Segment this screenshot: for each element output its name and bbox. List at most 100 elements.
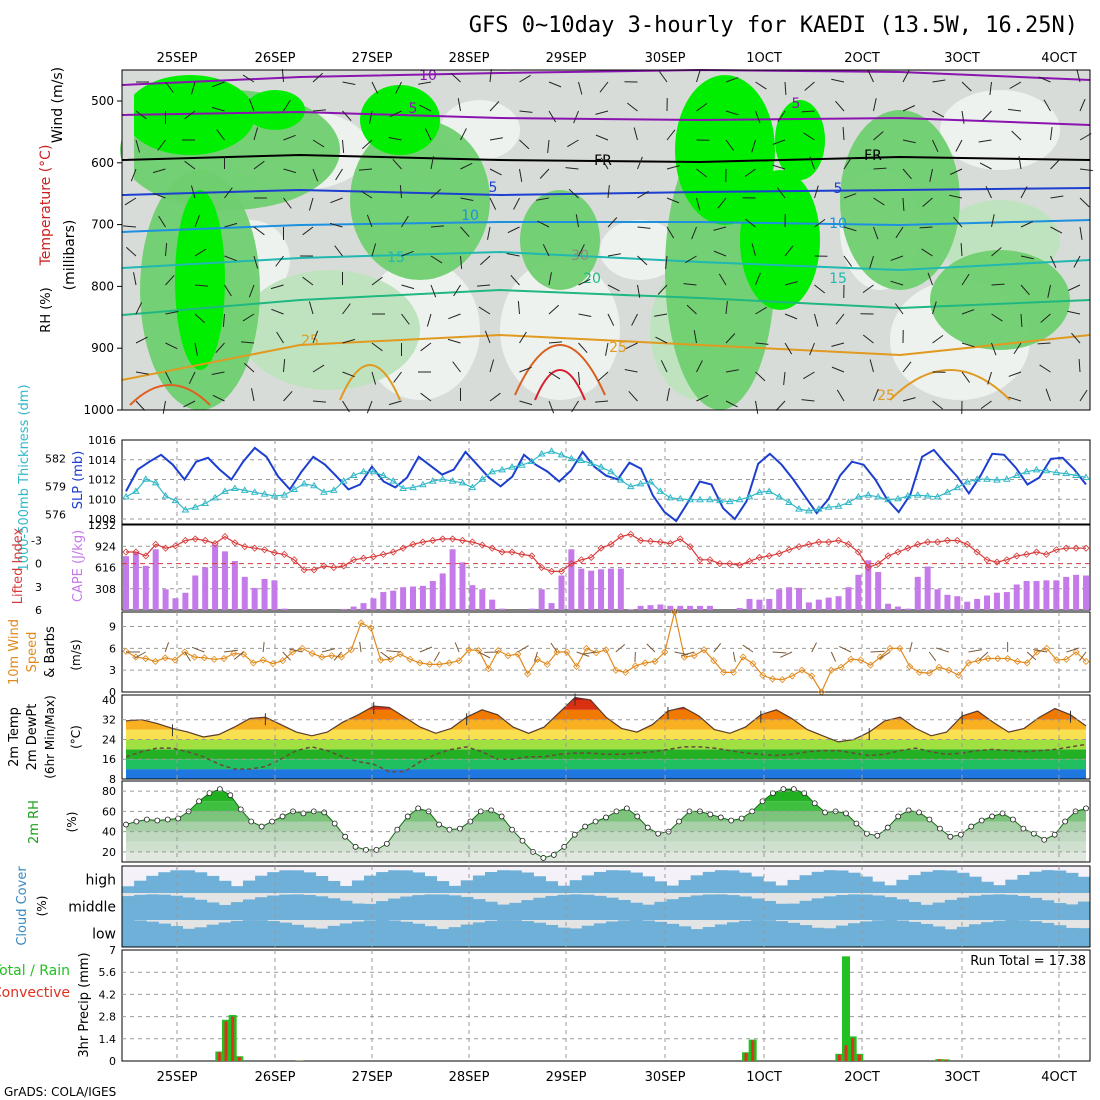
- contour-label-11: 20: [583, 271, 601, 287]
- wind-barb-384: [755, 400, 759, 414]
- cloud-bar-0-19: [351, 880, 365, 893]
- thickness-point-69: [805, 506, 813, 514]
- cape-bar-9: [212, 544, 219, 610]
- contour-label-6: 5: [834, 181, 843, 197]
- wind-speed-point-22: [337, 653, 346, 661]
- rh-high-region-4: [675, 75, 775, 225]
- thickness-point-12: [240, 486, 249, 493]
- thickness-point-77: [884, 495, 892, 503]
- lifted-index-point-6: [181, 536, 189, 545]
- ylabel-temperature: Temperature (°C): [38, 145, 54, 267]
- cape-bar-43: [548, 603, 555, 610]
- wind-barb-88: [772, 139, 786, 145]
- cloud-bar-1-40: [606, 897, 619, 920]
- wind-barb-165: [123, 225, 137, 228]
- lifted-index-point-32: [439, 535, 447, 543]
- thickness-point-94: [1052, 468, 1061, 476]
- wind-speed-point-56: [671, 608, 679, 616]
- wind-barb-382: [696, 394, 709, 402]
- lifted-index-point-73: [844, 540, 853, 548]
- ylabel-wind10-b: Speed: [25, 632, 40, 673]
- wind-barb-320: [809, 342, 815, 356]
- cloud-bar-2-1: [134, 920, 147, 947]
- wind-10m-barb-54: [646, 643, 656, 653]
- rh-2m-point-57: [717, 814, 724, 821]
- rh-2m-point-66: [811, 800, 818, 807]
- wind-barb-312: [578, 342, 588, 353]
- precip-tick-0: 7: [109, 944, 116, 957]
- wind-10m-barb-12: [233, 651, 244, 660]
- cloud-bar-2-13: [279, 922, 292, 947]
- lifted-index-point-9: [211, 539, 219, 548]
- wind-barb-183: [666, 226, 675, 239]
- cloud-bar-1-6: [194, 899, 208, 920]
- cloud-bar-2-14: [291, 924, 304, 947]
- temp-contour-minus5: [121, 110, 1091, 126]
- cape-bar-0: [123, 556, 129, 610]
- cloud-bar-0-42: [630, 872, 643, 893]
- temp-band-0: [126, 769, 1086, 779]
- lifted-index-point-88: [993, 558, 1001, 566]
- cape-bar-26: [380, 592, 387, 610]
- lifted-index-point-84: [953, 536, 961, 545]
- cloud-bar-1-5: [182, 897, 196, 920]
- cloud-bar-0-67: [932, 870, 946, 893]
- x-top-label-6: 1OCT: [746, 51, 782, 66]
- cape-bar-4: [162, 589, 169, 610]
- wind-barb-388: [873, 388, 879, 402]
- wind-10m-barb-42: [534, 651, 538, 662]
- precip-total-bar-108: [842, 956, 850, 1061]
- thickness-tick-0: 582: [45, 453, 66, 466]
- y-axis-labels: Wind (m/s) Temperature (°C) RH (%) (milliba…: [0, 67, 92, 1058]
- wind-barb-216: [665, 255, 668, 269]
- wind-speed-point-2: [142, 654, 150, 663]
- wind-speed-point-37: [484, 665, 493, 673]
- cape-bar-8: [202, 567, 209, 610]
- wind-speed-point-98: [1082, 657, 1090, 666]
- rh-2m-point-12: [248, 818, 255, 825]
- wind-barb-385: [775, 400, 786, 411]
- wind-10m-barb-88: [979, 651, 989, 661]
- ylabel-cloud: Cloud Cover: [15, 866, 30, 946]
- wind-barb-334: [244, 362, 255, 373]
- cloud-bar-1-33: [521, 900, 534, 920]
- wind-barb-392: [980, 400, 992, 410]
- ylabel-wind10-c: & Barbs: [43, 626, 58, 678]
- rh-2m-point-82: [978, 817, 985, 824]
- wind-barb-71: [283, 134, 296, 141]
- thickness-point-13: [250, 488, 259, 495]
- cloud-bar-0-43: [642, 876, 655, 893]
- lifted-index-point-82: [933, 538, 942, 546]
- wind-barb-106: [335, 168, 343, 181]
- thickness-point-26: [379, 471, 388, 478]
- lifted-index-point-2: [142, 552, 150, 560]
- thickness-tick-2: 576: [45, 509, 66, 522]
- wind-barb-225: [921, 248, 933, 257]
- cloud-bar-0-36: [557, 885, 571, 893]
- cloud-bar-2-35: [545, 924, 559, 947]
- temp-tick-1: 32: [102, 714, 116, 727]
- wind-speed-point-72: [827, 666, 835, 674]
- lifted-index-point-65: [765, 552, 773, 560]
- cloud-bar-2-67: [932, 926, 946, 947]
- cloud-bar-1-51: [739, 896, 752, 920]
- wind-speed-point-51: [622, 668, 630, 676]
- li-tick-2: 3: [35, 581, 42, 594]
- thickness-point-84: [953, 483, 962, 491]
- wind-barb-206: [371, 243, 377, 257]
- wind-tick-2: 3: [109, 664, 116, 677]
- cloud-bar-1-12: [267, 895, 280, 920]
- lifted-index-point-92: [1032, 548, 1041, 556]
- wind-speed-point-79: [896, 644, 904, 652]
- thickness-point-73: [844, 498, 853, 506]
- lifted-index-point-28: [399, 544, 407, 552]
- wind-speed-point-26: [377, 656, 385, 664]
- wind-barb-91: [873, 131, 884, 141]
- wind-speed-point-18: [298, 644, 306, 652]
- temp-tick-4: 8: [109, 773, 116, 786]
- thickness-point-52: [636, 479, 645, 487]
- wind-speed-point-88: [984, 654, 992, 663]
- wind-barb-360: [1008, 371, 1022, 377]
- lifted-index-point-37: [488, 544, 496, 552]
